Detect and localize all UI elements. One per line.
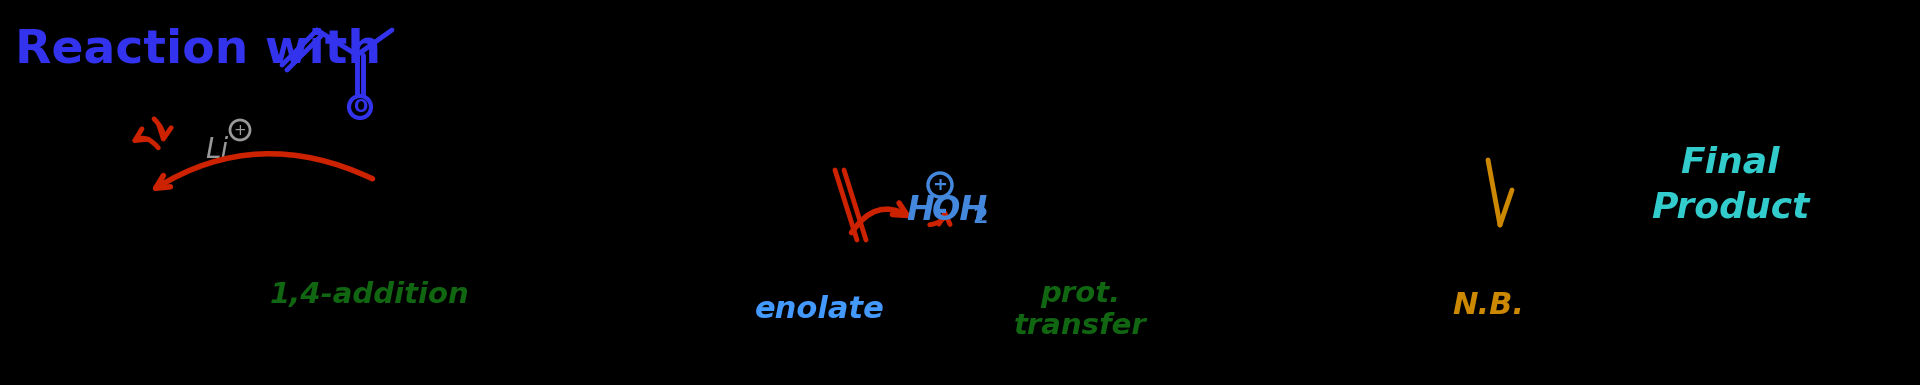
Text: H: H (906, 194, 933, 226)
Text: -: - (933, 194, 947, 226)
Text: +: + (234, 122, 246, 137)
Text: prot.
transfer: prot. transfer (1014, 280, 1146, 340)
Text: enolate: enolate (755, 296, 885, 325)
Text: Reaction with: Reaction with (15, 27, 382, 72)
Text: Li: Li (205, 136, 228, 164)
Text: 2: 2 (972, 207, 987, 227)
Text: 1,4-addition: 1,4-addition (271, 281, 470, 309)
Text: Final
Product: Final Product (1651, 146, 1809, 224)
Text: O: O (353, 98, 367, 116)
Text: +: + (933, 176, 947, 194)
Text: N.B.: N.B. (1452, 291, 1524, 320)
Text: OH: OH (931, 194, 989, 226)
